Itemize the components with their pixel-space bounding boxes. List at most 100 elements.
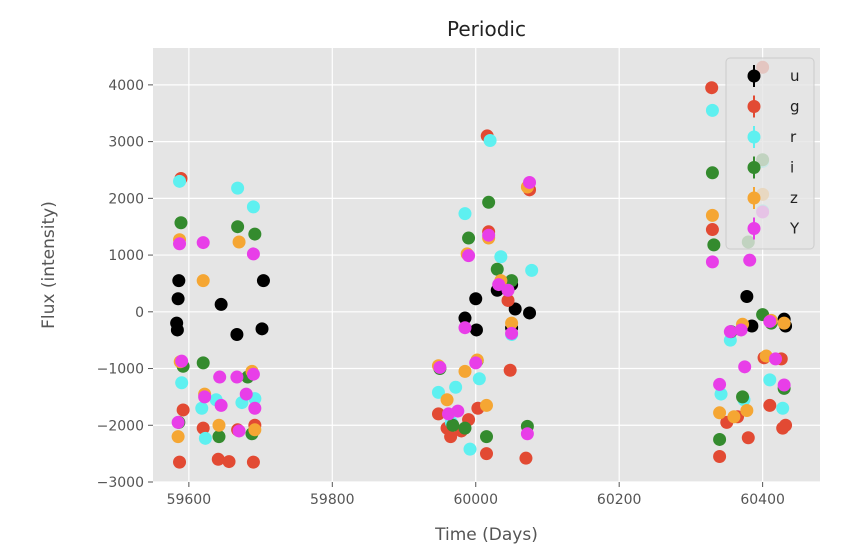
data-point [196,421,210,435]
data-point [256,274,270,288]
y-axis-label: Flux (intensity) [39,201,59,329]
data-point [196,236,210,250]
data-point [738,360,752,374]
legend-label: r [790,128,797,146]
legend-item-g: g [747,95,800,118]
data-point [198,431,212,445]
data-point [446,418,460,432]
data-point [525,263,539,277]
y-tick-label: 0 [135,305,144,321]
data-point [503,363,517,377]
data-point [523,306,537,320]
legend-marker [747,69,761,83]
data-point [458,207,472,221]
data-point [769,352,783,366]
data-point [195,401,209,415]
data-point [246,200,260,214]
data-point [230,370,244,384]
data-point [480,447,493,461]
data-point [713,406,727,420]
data-point [246,367,260,381]
data-point [480,398,493,412]
legend-item-Y: Y [747,217,800,240]
data-point [472,372,486,386]
data-point [480,430,493,444]
data-point [505,326,519,340]
x-axis-label: Time (Days) [434,525,538,545]
data-point [779,418,793,432]
data-point [482,228,496,242]
data-point [463,442,477,456]
legend-marker [747,130,761,144]
data-point [462,231,476,245]
data-point [175,376,189,390]
data-point [713,432,727,446]
legend-box [725,57,815,250]
data-point [212,430,226,444]
data-point [198,390,212,404]
data-point [175,354,189,368]
data-point [494,250,508,264]
data-point [172,274,186,288]
data-point [451,404,465,418]
data-point [458,364,472,378]
data-point [741,431,755,445]
data-point [469,292,483,306]
legend-item-u: u [747,65,800,87]
legend-label: z [790,189,798,207]
chart-title: Periodic [447,17,526,41]
data-point [444,430,458,444]
data-point [458,321,472,335]
y-tick-label: 2000 [108,191,144,207]
data-point [705,208,719,222]
data-point [713,377,727,391]
x-tick-label: 60000 [453,492,498,508]
data-point [707,238,721,252]
y-tick-label: 4000 [108,78,144,94]
data-point [171,415,185,429]
y-tick-label: 1000 [108,248,144,264]
data-point [222,455,236,469]
data-point [501,283,515,297]
data-point [519,451,533,465]
data-point [523,175,537,189]
data-point [173,174,187,188]
data-point [231,181,245,195]
data-point [440,393,454,407]
data-point [174,216,188,230]
x-tick-label: 60200 [597,492,642,508]
data-point [213,370,227,384]
data-point [482,195,496,209]
data-point [734,323,748,337]
series-Y [171,175,791,441]
data-point [255,322,269,336]
y-tick-label: 3000 [108,135,144,151]
data-point [458,421,472,435]
data-point [211,452,225,466]
data-point [508,302,522,316]
data-point [214,297,228,311]
legend-label: i [790,159,794,177]
x-tick-label: 59600 [167,492,212,508]
data-point [214,398,228,412]
data-point [431,385,445,399]
data-point [705,103,719,117]
y-ticks: −3000 −2000 −1000 0 1000 2000 3000 4000 [97,78,153,491]
data-point [743,253,757,267]
data-point [763,398,777,412]
data-point [714,387,728,401]
data-point [777,378,791,392]
legend-item-i: i [747,156,794,179]
data-point [176,403,190,417]
legend-marker [747,161,761,174]
legend-marker [747,100,761,113]
data-point [705,223,719,237]
data-point [740,404,754,418]
x-tick-label: 60400 [740,492,785,508]
data-point [196,356,210,370]
data-point [740,289,754,303]
data-point [248,423,262,437]
data-point [713,449,727,463]
legend-marker [747,222,761,235]
